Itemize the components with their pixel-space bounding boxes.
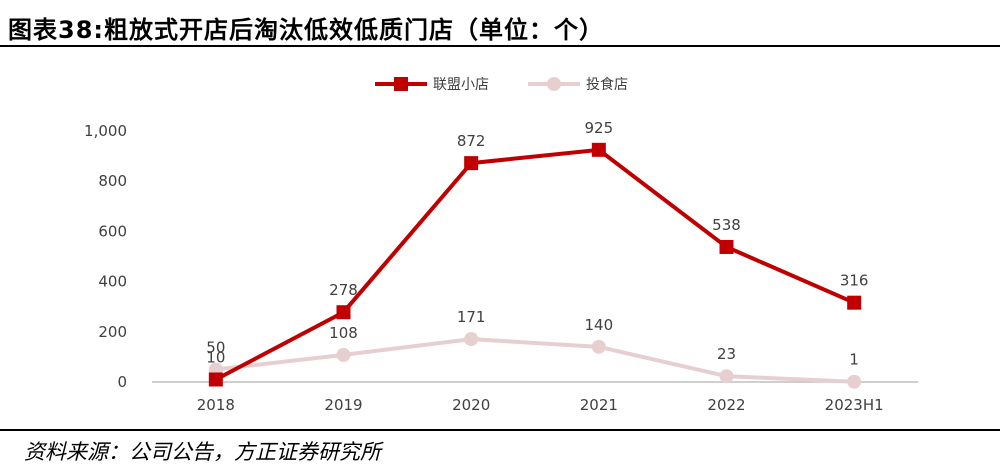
data-label: 140 xyxy=(585,316,614,334)
data-label: 108 xyxy=(329,324,358,342)
y-tick-label: 0 xyxy=(117,373,127,391)
data-point-marker xyxy=(464,156,479,171)
data-label: 50 xyxy=(206,338,225,356)
series-layer xyxy=(208,142,862,389)
series-line xyxy=(215,337,855,384)
y-tick-label: 200 xyxy=(98,323,127,341)
data-point-marker xyxy=(847,295,862,310)
data-label: 171 xyxy=(457,308,486,326)
title-divider xyxy=(0,45,1000,47)
data-label: 1 xyxy=(849,351,859,369)
data-point-marker xyxy=(336,305,351,320)
y-tick-label: 800 xyxy=(98,172,127,190)
legend-label: 联盟小店 xyxy=(433,77,489,93)
legend-marker xyxy=(547,77,561,91)
y-tick-label: 400 xyxy=(98,273,127,291)
x-tick-label: 2021 xyxy=(580,396,618,414)
data-labels: 10 278 872 925 538 316 50 108 171 140 23 1 xyxy=(206,119,868,369)
data-point-marker xyxy=(591,339,606,354)
source-note: 资料来源：公司公告，方正证券研究所 xyxy=(24,440,381,464)
data-point-marker xyxy=(719,369,734,384)
x-axis: 2018 2019 2020 2021 2022 2023H1 xyxy=(152,381,918,414)
data-point-marker xyxy=(591,142,606,157)
x-tick-label: 2019 xyxy=(324,396,362,414)
x-tick-label: 2023H1 xyxy=(825,396,884,414)
data-point-marker xyxy=(208,372,223,387)
line-chart: 2018 2019 2020 2021 2022 2023H1 0 200 400 600 800… xyxy=(84,76,918,414)
source-divider xyxy=(0,429,1000,431)
data-label: 23 xyxy=(717,345,736,363)
data-point-marker xyxy=(719,239,734,254)
data-label: 10 xyxy=(206,348,225,366)
data-point-marker xyxy=(847,374,862,389)
x-tick-label: 2018 xyxy=(197,396,235,414)
legend-marker xyxy=(394,77,408,91)
data-label: 538 xyxy=(712,216,741,234)
legend: 联盟小店 投食店 xyxy=(375,76,628,93)
x-tick-label: 2020 xyxy=(452,396,490,414)
y-axis: 0 200 400 600 800 1,000 xyxy=(84,122,127,391)
data-label: 278 xyxy=(329,281,358,299)
series-line xyxy=(214,147,855,382)
data-point-marker xyxy=(336,347,351,362)
data-label: 872 xyxy=(457,132,486,150)
y-tick-label: 1,000 xyxy=(84,122,127,140)
data-label: 925 xyxy=(585,119,614,137)
x-tick-label: 2022 xyxy=(707,396,745,414)
legend-label: 投食店 xyxy=(586,76,628,93)
data-point-marker xyxy=(464,332,479,347)
data-label: 316 xyxy=(840,272,869,290)
chart-title: 图表38:粗放式开店后淘汰低效低质门店（单位：个） xyxy=(8,16,604,44)
y-tick-label: 600 xyxy=(98,222,127,240)
